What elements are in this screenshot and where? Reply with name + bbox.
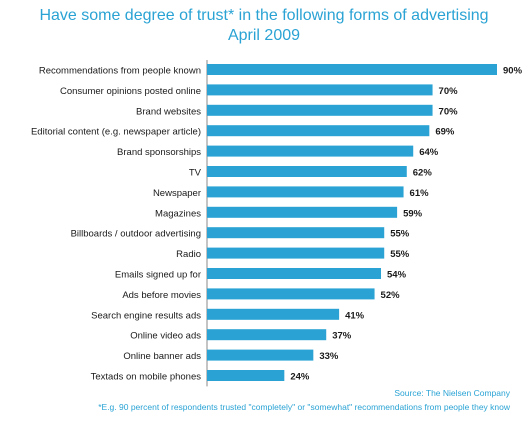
value-label: 59% — [403, 208, 423, 219]
value-label: 33% — [319, 351, 339, 362]
value-label: 55% — [390, 249, 410, 260]
bar — [207, 329, 327, 341]
category-label: Search engine results ads — [91, 310, 201, 321]
bar — [207, 308, 340, 320]
source-note: Source: The Nielsen Company — [394, 388, 510, 398]
bar — [207, 84, 433, 96]
bar — [207, 166, 407, 177]
value-label: 55% — [390, 229, 410, 240]
bar — [207, 349, 314, 361]
value-label: 37% — [332, 331, 352, 342]
value-label: 61% — [410, 188, 430, 199]
value-label: 41% — [345, 310, 365, 321]
category-label: Ads before movies — [122, 290, 201, 301]
bar — [207, 268, 381, 279]
value-label: 64% — [419, 147, 439, 158]
category-label: Radio — [176, 249, 201, 260]
value-label: 70% — [439, 86, 459, 97]
bar — [207, 288, 375, 300]
bar — [207, 206, 398, 218]
category-label: Emails signed up for — [115, 270, 201, 281]
value-label: 90% — [503, 66, 523, 77]
bar — [207, 64, 497, 75]
value-label: 24% — [290, 372, 310, 383]
chart-subtitle: April 2009 — [227, 27, 301, 44]
bar — [207, 227, 385, 239]
value-label: 62% — [413, 168, 433, 179]
value-label: 69% — [435, 127, 455, 138]
category-label: Editorial content (e.g. newspaper articl… — [31, 127, 201, 138]
category-label: Brand sponsorships — [117, 147, 201, 158]
category-label: Billboards / outdoor advertising — [71, 229, 201, 240]
category-label: Newspaper — [153, 188, 201, 199]
bar — [207, 186, 404, 198]
bar — [207, 125, 430, 137]
category-label: Consumer opinions posted online — [60, 86, 201, 97]
bar — [207, 104, 433, 116]
category-label: Recommendations from people known — [39, 66, 201, 77]
category-label: Textads on mobile phones — [91, 372, 202, 383]
value-label: 54% — [387, 270, 407, 281]
category-label: Magazines — [155, 208, 201, 219]
chart-title-block: Have some degree of trust* in the follow… — [0, 6, 528, 46]
category-label: Online video ads — [130, 331, 201, 342]
category-label: Online banner ads — [123, 351, 201, 362]
category-label: TV — [189, 168, 202, 179]
chart-title: Have some degree of trust* in the follow… — [39, 7, 489, 24]
category-label: Brand websites — [136, 106, 201, 117]
bar — [207, 370, 285, 381]
value-label: 70% — [439, 106, 459, 117]
value-label: 52% — [381, 290, 401, 301]
bar — [207, 145, 414, 157]
bar — [207, 247, 385, 259]
footnote: *E.g. 90 percent of respondents trusted … — [98, 402, 510, 412]
